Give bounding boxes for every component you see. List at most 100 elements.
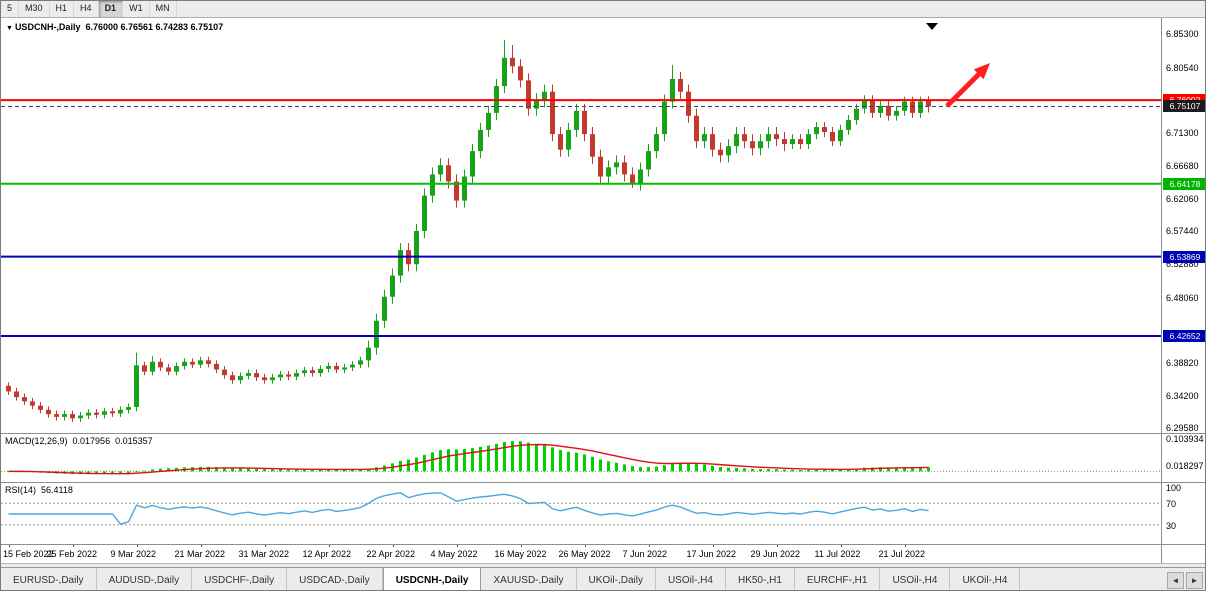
date-axis-label: 17 Jun 2022	[686, 549, 737, 559]
price-level-badge: 6.75107	[1163, 100, 1205, 113]
pane-separator	[1, 544, 1205, 545]
date-axis-label: 15 Feb 2022	[3, 549, 54, 559]
price-axis-label: 6.38820	[1166, 358, 1199, 369]
tab-scroll-left-icon[interactable]: ◄	[1167, 571, 1184, 589]
date-axis-label: 9 Mar 2022	[110, 549, 157, 559]
date-axis-label: 31 Mar 2022	[238, 549, 290, 559]
rsi-indicator-plot	[1, 492, 1161, 526]
symbol-tab-usoil-h4[interactable]: USOil-,H4	[880, 568, 951, 590]
price-level-badge: 6.64178	[1163, 177, 1205, 190]
macd-value-signal: 0.015357	[115, 436, 153, 446]
date-axis-label: 7 Jun 2022	[622, 549, 668, 559]
time-axis-tick	[520, 544, 522, 547]
timeframe-button-h4[interactable]: H4	[74, 1, 99, 17]
price-axis-label: 6.57440	[1166, 226, 1199, 237]
symbol-tab-hk50-h1[interactable]: HK50-,H1	[726, 568, 795, 590]
time-axis-tick	[136, 544, 138, 547]
time-axis-tick	[392, 544, 394, 547]
timeframe-toolbar: 5 M30 H1 H4 D1 W1 MN	[1, 1, 1205, 18]
time-axis-tick	[648, 544, 650, 547]
macd-name: MACD(12,26,9)	[5, 436, 68, 446]
status-strip	[1, 563, 1205, 567]
symbol-tab-usdcnh-daily[interactable]: USDCNH-,Daily	[382, 567, 482, 590]
macd-value-main: 0.017956	[72, 436, 111, 446]
price-axis-label: 6.66680	[1166, 161, 1199, 172]
price-axis-label: 6.52880	[1166, 258, 1199, 269]
price-axis-label: 6.85300	[1166, 29, 1199, 40]
pane-separator[interactable]	[1, 433, 1205, 434]
horizontal-lines-layer[interactable]	[1, 99, 1161, 337]
rsi-axis-label: 100	[1166, 483, 1182, 493]
symbol-tab-ukoil-daily[interactable]: UKOil-,Daily	[577, 568, 656, 590]
price-axis-label: 6.48060	[1166, 292, 1199, 303]
time-axis-tick	[456, 544, 458, 547]
macd-indicator-label: MACD(12,26,9) 0.017956 0.015357	[5, 436, 158, 446]
time-axis-tick	[264, 544, 266, 547]
macd-axis-label: 0.018297	[1166, 460, 1204, 471]
price-axis-label: 6.80540	[1166, 63, 1199, 74]
symbol-tab-eurchf-h1[interactable]: EURCHF-,H1	[795, 568, 881, 590]
timeframe-button-d1[interactable]: D1	[98, 1, 124, 17]
symbol-tab-audusd-daily[interactable]: AUDUSD-,Daily	[97, 568, 193, 590]
price-level-badge: 6.53869	[1163, 250, 1205, 263]
date-axis-label: 22 Apr 2022	[366, 549, 416, 559]
price-chart-plot[interactable]	[1, 18, 1162, 433]
time-axis-tick	[8, 544, 10, 547]
candles-layer	[6, 40, 931, 422]
time-axis-tick	[712, 544, 714, 547]
tab-scroll-right-icon[interactable]: ►	[1186, 571, 1203, 589]
rsi-indicator-label: RSI(14) 56.4118	[5, 485, 78, 495]
price-axis-label: 6.62060	[1166, 193, 1199, 204]
symbol-tab-usdchf-daily[interactable]: USDCHF-,Daily	[192, 568, 288, 590]
symbol-tab-ukoil-h4[interactable]: UKOil-,H4	[950, 568, 1021, 590]
chart-ohlc-values: 6.76000 6.76561 6.74283 6.75107	[85, 22, 224, 32]
symbol-tab-usoil-h4[interactable]: USOil-,H4	[656, 568, 726, 590]
rsi-value: 56.4118	[41, 485, 73, 495]
time-axis-tick	[776, 544, 778, 547]
date-axis-label: 21 Jul 2022	[878, 549, 926, 559]
chart-title: ▼ USDCNH-,Daily 6.76000 6.76561 6.74283 6.…	[6, 22, 228, 32]
time-axis-tick	[72, 544, 74, 547]
timeframe-button-w1[interactable]: W1	[123, 1, 150, 17]
symbol-tab-usdcad-daily[interactable]: USDCAD-,Daily	[287, 568, 383, 590]
date-axis-label: 26 May 2022	[558, 549, 611, 559]
date-axis-label: 29 Jun 2022	[750, 549, 801, 559]
rsi-axis-label: 70	[1166, 499, 1177, 510]
timeframe-button-m30[interactable]: M30	[19, 1, 50, 17]
date-axis-label: 11 Jul 2022	[814, 549, 861, 559]
timeframe-button-5[interactable]: 5	[1, 1, 20, 17]
macd-indicator-plot	[1, 441, 1161, 475]
rsi-name: RSI(14)	[5, 485, 37, 495]
time-axis-tick	[904, 544, 906, 547]
symbol-tab-xauusd-daily[interactable]: XAUUSD-,Daily	[481, 568, 577, 590]
chart-symbol-label: USDCNH-,Daily	[14, 22, 81, 32]
macd-axis-label: 0.103934	[1166, 434, 1204, 445]
date-axis-label: 12 Apr 2022	[302, 549, 352, 559]
time-axis-tick	[584, 544, 586, 547]
chart-tabs-bar: EURUSD-,Daily AUDUSD-,Daily USDCHF-,Daily U…	[1, 567, 1205, 590]
timeframe-button-mn[interactable]: MN	[150, 1, 177, 17]
price-level-badge: 6.42652	[1163, 329, 1205, 342]
date-axis-label: 21 Mar 2022	[174, 549, 226, 559]
time-axis-tick	[328, 544, 330, 547]
timeframe-button-h1[interactable]: H1	[50, 1, 75, 17]
price-axis-label: 6.71300	[1166, 128, 1199, 139]
collapse-indicator-icon[interactable]: ▼	[6, 25, 13, 32]
rsi-line	[8, 492, 929, 525]
price-axis[interactable]: 6.85300 6.80540 6.71300 6.66680 6.62060 6.574…	[1161, 18, 1205, 563]
trend-arrow[interactable]	[945, 63, 990, 108]
macd-histogram	[7, 441, 930, 475]
time-axis-tick	[840, 544, 842, 547]
date-axis-label: 25 Feb 2022	[46, 549, 98, 559]
time-axis[interactable]: 15 Feb 2022 25 Feb 2022 9 Mar 2022 21 Mar 2…	[1, 544, 1162, 563]
rsi-axis-label: 30	[1166, 520, 1177, 531]
pane-separator[interactable]	[1, 482, 1205, 483]
chart-shift-marker-icon[interactable]	[926, 23, 938, 30]
date-axis-label: 4 May 2022	[430, 549, 478, 559]
symbol-tab-eurusd-daily[interactable]: EURUSD-,Daily	[1, 568, 97, 590]
price-axis-label: 6.34200	[1166, 390, 1199, 401]
time-axis-tick	[200, 544, 202, 547]
tab-scroll-controls: ◄ ►	[1167, 568, 1205, 590]
price-axis-label: 6.29580	[1166, 423, 1199, 434]
